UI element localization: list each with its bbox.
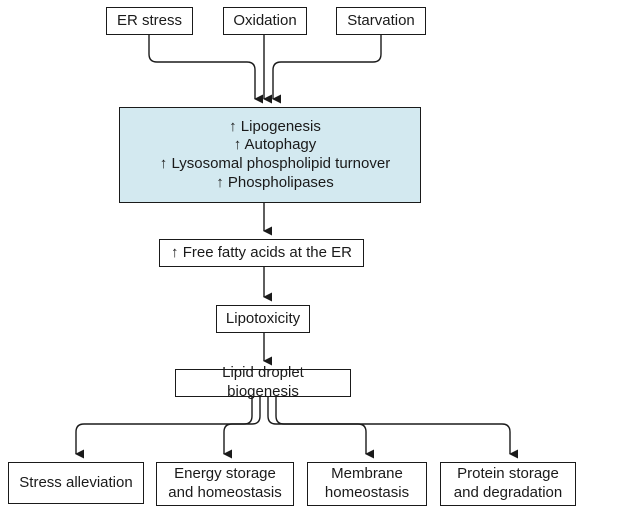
node-protein-line-0: Protein storage	[457, 465, 559, 484]
node-energy-line-0: Energy storage	[174, 465, 276, 484]
node-upreg: ↑ Lipogenesis↑ Autophagy↑ Lysosomal phos…	[119, 107, 421, 203]
edge-2	[273, 35, 381, 99]
node-energy: Energy storageand homeostasis	[156, 462, 294, 506]
node-membrane-line-0: Membrane	[331, 465, 403, 484]
node-energy-line-1: and homeostasis	[168, 484, 281, 503]
node-er_stress: ER stress	[106, 7, 193, 35]
node-upreg-line-1: ↑ Autophagy	[234, 136, 317, 155]
edge-6	[76, 397, 252, 454]
node-lipotox: Lipotoxicity	[216, 305, 310, 333]
node-ldb: Lipid droplet biogenesis	[175, 369, 351, 397]
node-protein-line-1: and degradation	[454, 484, 562, 503]
node-membrane-line-1: homeostasis	[325, 484, 409, 503]
node-upreg-line-2: ↑ Lysosomal phospholipid turnover	[160, 155, 390, 174]
node-starvation: Starvation	[336, 7, 426, 35]
node-upreg-line-3: ↑ Phospholipases	[216, 174, 334, 193]
node-protein: Protein storageand degradation	[440, 462, 576, 506]
node-stress_alv: Stress alleviation	[8, 462, 144, 504]
node-stress_alv-line-0: Stress alleviation	[19, 474, 132, 493]
node-ffa: ↑ Free fatty acids at the ER	[159, 239, 364, 267]
node-oxidation: Oxidation	[223, 7, 307, 35]
node-upreg-line-0: ↑ Lipogenesis	[229, 118, 321, 137]
edge-0	[149, 35, 255, 99]
edge-8	[268, 397, 366, 454]
edge-7	[224, 397, 260, 454]
node-membrane: Membranehomeostasis	[307, 462, 427, 506]
edge-9	[276, 397, 510, 454]
